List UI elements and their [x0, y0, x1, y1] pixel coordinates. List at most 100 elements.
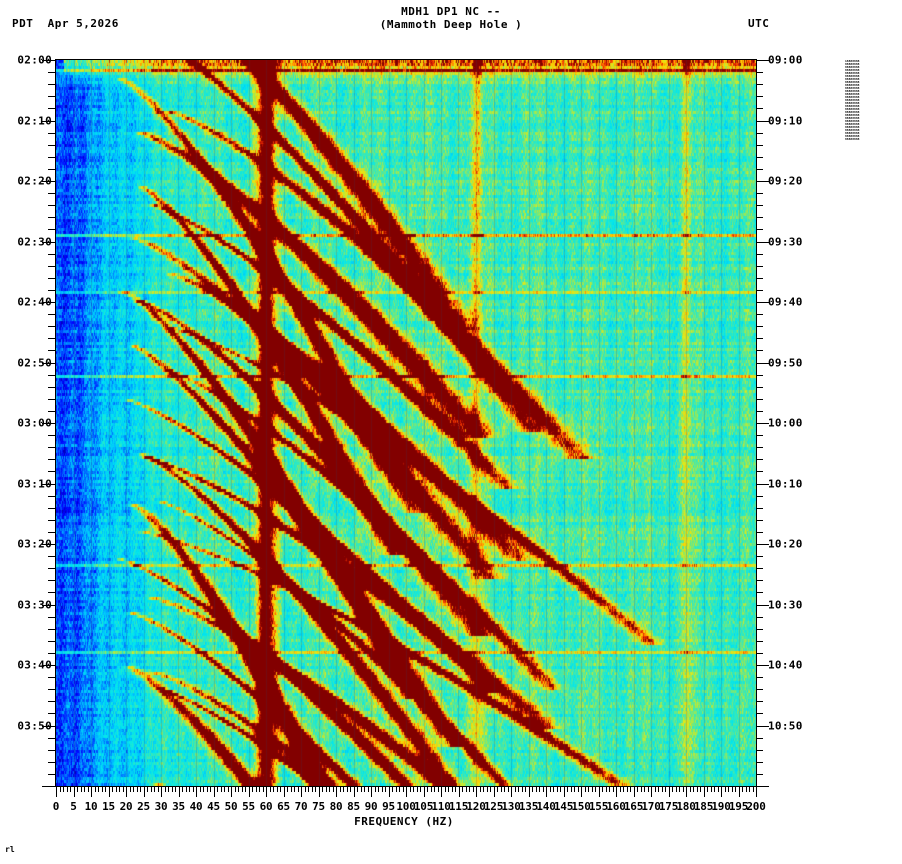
frequency-minor-tick — [112, 786, 113, 792]
frequency-minor-tick — [745, 786, 747, 792]
frequency-minor-tick — [749, 786, 750, 792]
frequency-minor-tick — [392, 786, 393, 792]
frequency-major-tick — [388, 786, 390, 797]
time-minor-tick — [756, 531, 763, 533]
frequency-minor-tick — [304, 786, 306, 792]
frequency-major-tick — [56, 786, 57, 797]
frequency-minor-tick — [273, 786, 274, 792]
frequency-major-tick — [283, 786, 285, 797]
frequency-minor-tick — [504, 786, 505, 792]
frequency-minor-tick — [203, 786, 204, 792]
frequency-major-tick — [476, 786, 477, 797]
frequency-minor-tick — [619, 786, 621, 792]
frequency-major-tick — [546, 786, 547, 797]
frequency-tick-label: 65 — [277, 800, 290, 813]
frequency-minor-tick — [234, 786, 236, 792]
frequency-minor-tick — [66, 786, 68, 792]
frequency-axis-title-text: FREQUENCY (HZ) — [354, 815, 454, 828]
frequency-minor-tick — [129, 786, 131, 792]
frequency-minor-tick — [472, 786, 474, 792]
time-major-tick — [42, 786, 55, 787]
frequency-major-tick — [721, 786, 722, 797]
frequency-minor-tick — [308, 786, 309, 792]
time-minor-tick — [48, 471, 55, 473]
frequency-minor-tick — [567, 786, 568, 792]
time-major-tick — [756, 241, 769, 243]
time-minor-tick — [756, 701, 763, 703]
frequency-minor-tick — [171, 786, 173, 792]
time-minor-tick — [756, 132, 763, 134]
time-minor-tick — [756, 277, 763, 279]
frequency-minor-tick — [374, 786, 376, 792]
time-minor-tick — [48, 338, 55, 340]
frequency-minor-tick — [94, 786, 96, 792]
time-minor-tick — [48, 459, 55, 461]
frequency-minor-tick — [101, 786, 103, 792]
time-major-tick — [756, 725, 769, 727]
frequency-major-tick — [143, 786, 145, 797]
frequency-major-tick — [371, 786, 372, 797]
frequency-minor-tick — [150, 786, 152, 792]
time-minor-tick — [756, 314, 763, 316]
frequency-minor-tick — [259, 786, 260, 792]
time-minor-tick — [48, 652, 55, 654]
frequency-minor-tick — [696, 786, 698, 792]
frequency-minor-tick — [364, 786, 365, 792]
frequency-minor-tick — [605, 786, 607, 792]
frequency-minor-tick — [497, 786, 498, 792]
frequency-tick-label: 40 — [189, 800, 203, 813]
frequency-minor-tick — [612, 786, 614, 792]
frequency-minor-tick — [430, 786, 432, 792]
time-tick-label: 09:10 — [768, 114, 803, 127]
frequency-minor-tick — [395, 786, 397, 792]
frequency-major-tick — [616, 786, 617, 797]
time-minor-tick — [756, 640, 763, 642]
frequency-tick-label: 30 — [154, 800, 168, 813]
frequency-minor-tick — [115, 786, 117, 792]
time-major-tick — [42, 302, 55, 303]
time-minor-tick — [756, 289, 763, 291]
frequency-minor-tick — [728, 786, 729, 792]
time-minor-tick — [48, 737, 55, 739]
frequency-minor-tick — [602, 786, 603, 792]
frequency-minor-tick — [224, 786, 225, 792]
frequency-minor-tick — [290, 786, 292, 792]
frequency-minor-tick — [241, 786, 243, 792]
frequency-tick-label: 75 — [312, 800, 325, 813]
time-minor-tick — [756, 168, 763, 170]
time-minor-tick — [756, 374, 763, 376]
frequency-minor-tick — [346, 786, 348, 792]
time-major-tick — [42, 362, 55, 364]
frequency-minor-tick — [413, 786, 414, 792]
frequency-minor-tick — [553, 786, 554, 792]
spectrogram-plot-frame — [55, 59, 757, 787]
time-minor-tick — [756, 761, 763, 763]
frequency-tick-label: 35 — [172, 800, 185, 813]
frequency-minor-tick — [378, 786, 379, 792]
frequency-tick-label: 95 — [382, 800, 395, 813]
frequency-minor-tick — [434, 786, 435, 792]
frequency-tick-label: 55 — [242, 800, 255, 813]
frequency-tick-label: 110 — [431, 800, 451, 813]
frequency-minor-tick — [486, 786, 488, 792]
frequency-minor-tick — [595, 786, 596, 792]
time-minor-tick — [756, 193, 763, 195]
frequency-tick-label: 140 — [536, 800, 556, 813]
frequency-tick-label: 190 — [711, 800, 731, 813]
time-minor-tick — [48, 410, 55, 412]
right-time-axis-ticks — [756, 0, 769, 864]
frequency-minor-tick — [168, 786, 169, 792]
frequency-minor-tick — [521, 786, 523, 792]
frequency-minor-tick — [136, 786, 138, 792]
frequency-minor-tick — [588, 786, 589, 792]
time-minor-tick — [48, 495, 55, 497]
frequency-minor-tick — [570, 786, 572, 792]
frequency-major-tick — [178, 786, 180, 797]
frequency-minor-tick — [416, 786, 418, 792]
time-minor-tick — [48, 531, 55, 533]
header-left-timezone-date: PDT Apr 5,2026 — [12, 17, 119, 30]
time-minor-tick — [48, 374, 55, 376]
frequency-minor-tick — [133, 786, 134, 792]
frequency-tick-label: 50 — [224, 800, 238, 813]
frequency-tick-label: 160 — [606, 800, 626, 813]
